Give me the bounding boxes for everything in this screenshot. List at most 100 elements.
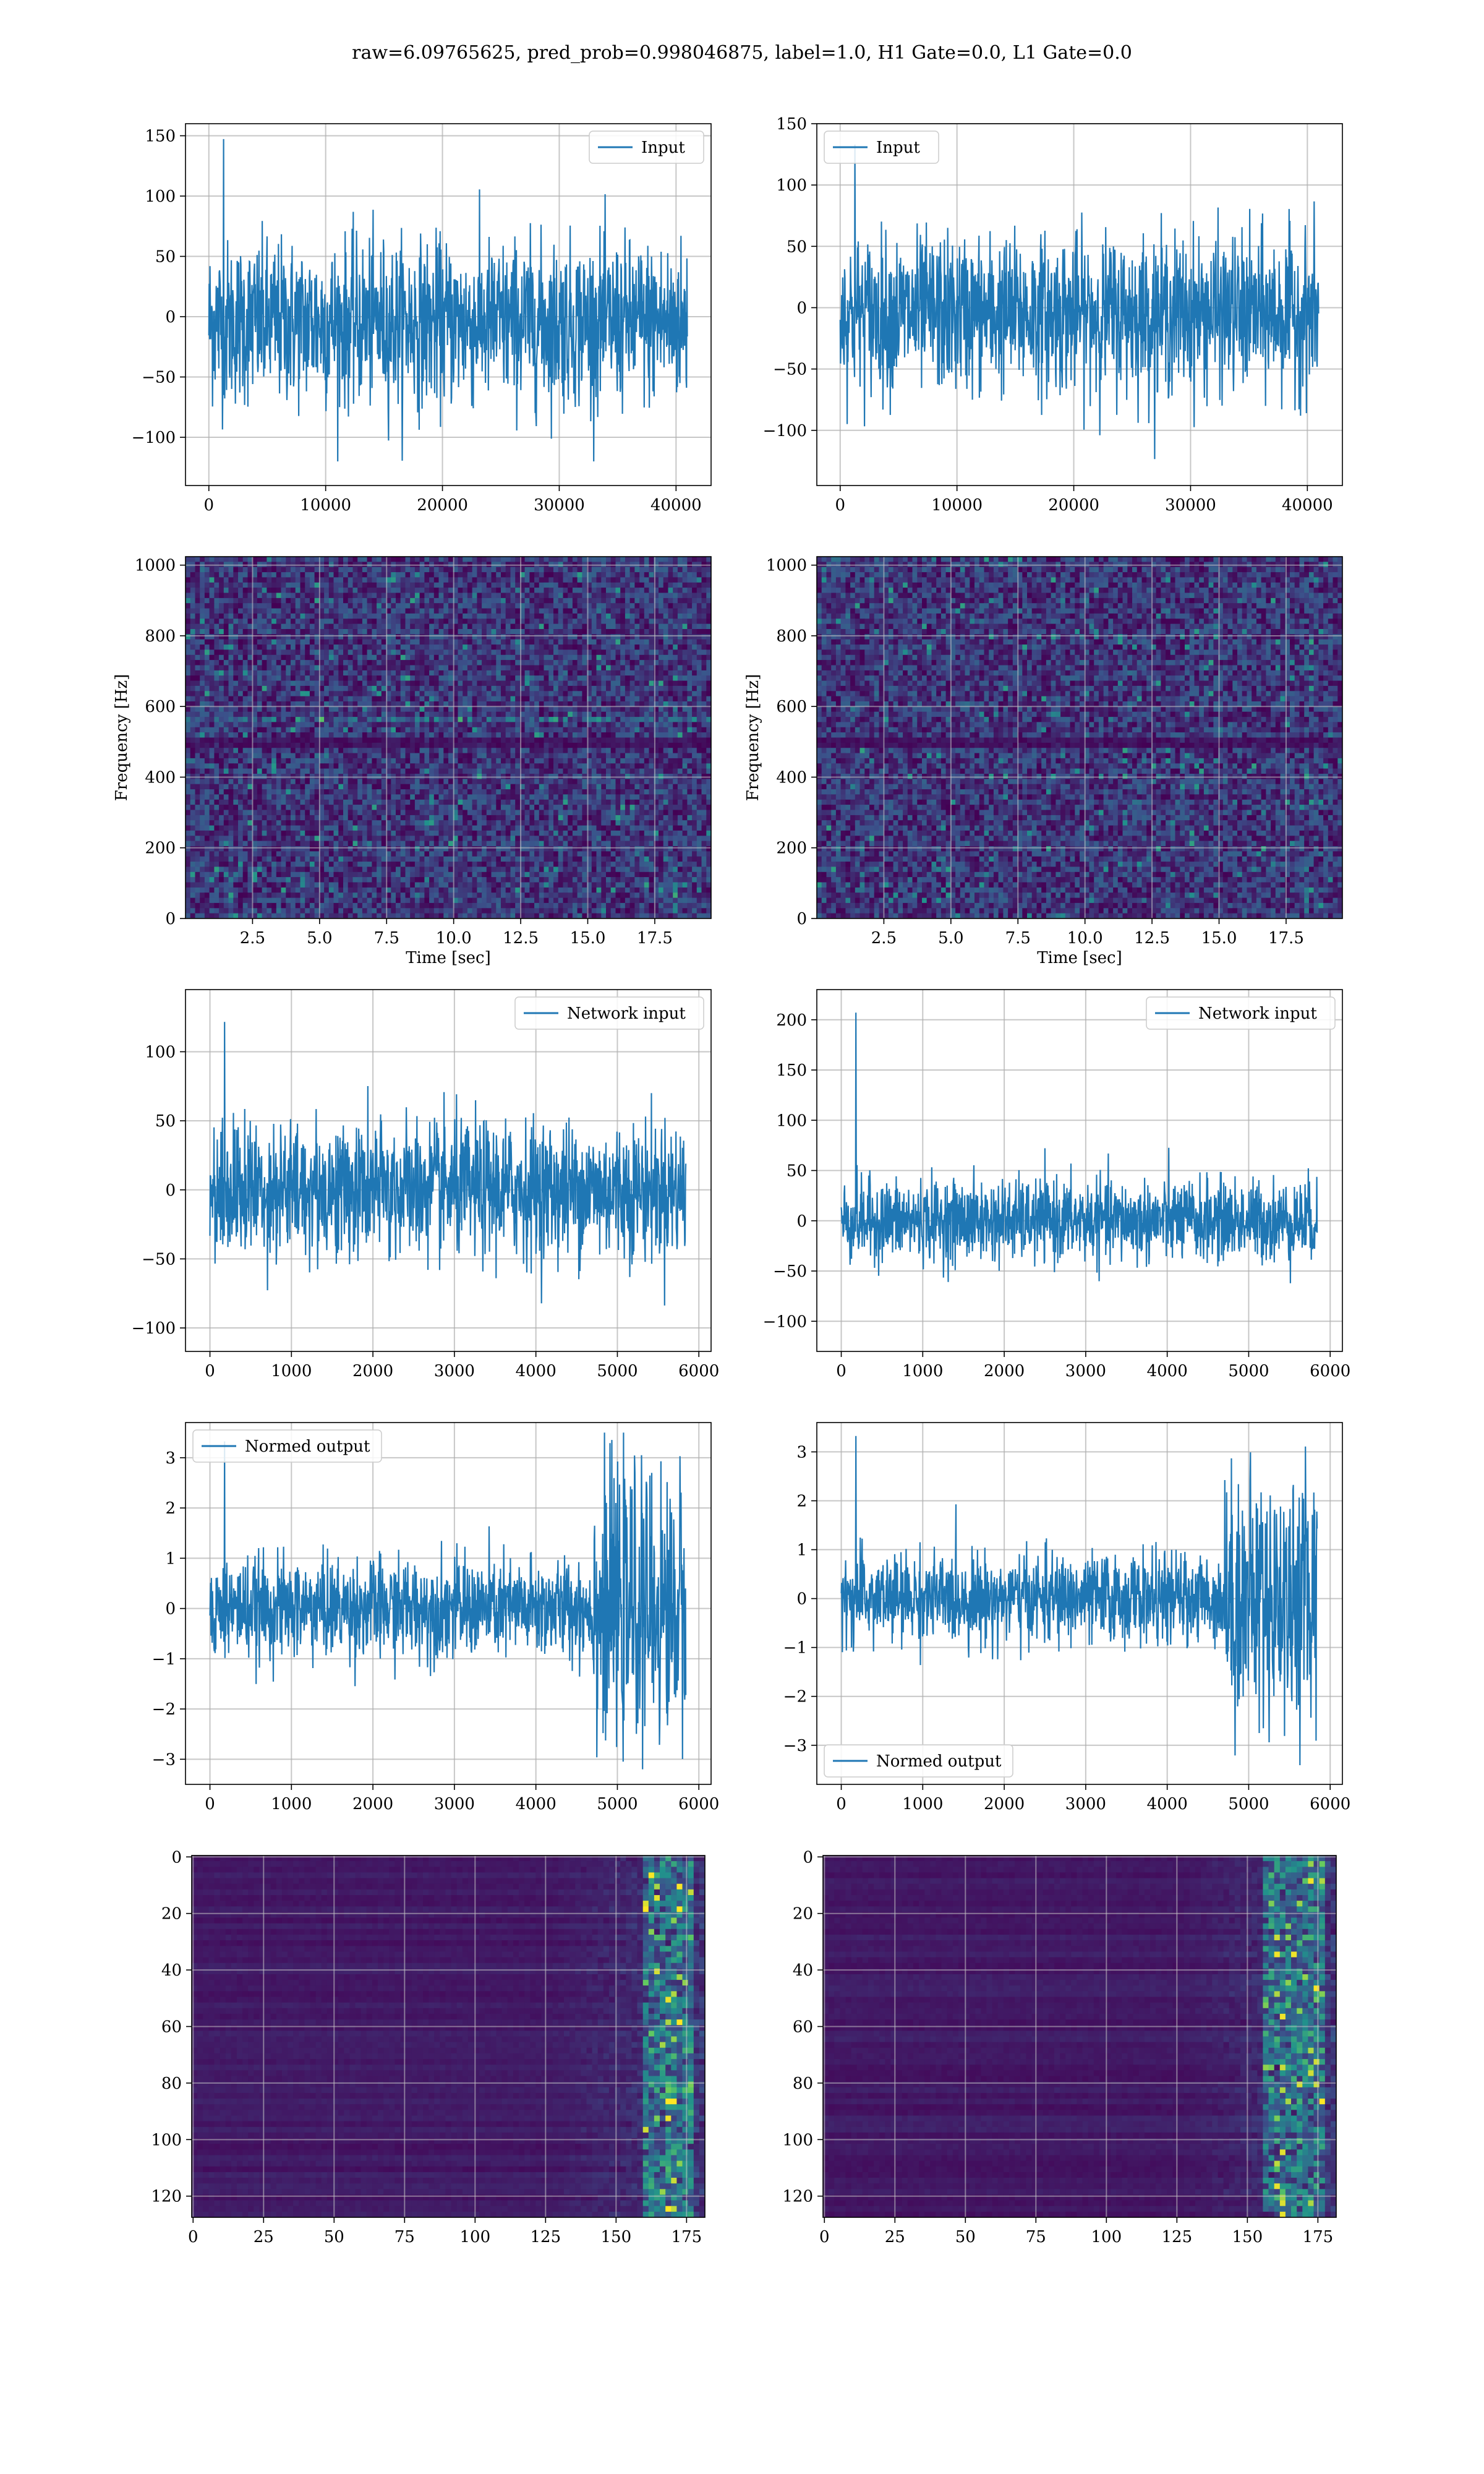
heatmap-cell — [242, 603, 248, 609]
heatmap-cell — [295, 722, 301, 728]
heatmap-cell — [333, 593, 339, 599]
heatmap-cell — [300, 654, 305, 661]
heatmap-cell — [706, 660, 711, 666]
heatmap-cell — [338, 685, 344, 691]
heatmap-cell — [377, 691, 382, 697]
heatmap-cell — [357, 680, 363, 687]
heatmap-cell — [458, 768, 463, 774]
heatmap-cell — [668, 654, 673, 661]
heatmap-cell — [295, 763, 301, 769]
heatmap-cell — [663, 717, 668, 723]
heatmap-cell — [204, 582, 210, 588]
heatmap-cell — [257, 644, 263, 651]
heatmap-cell — [228, 722, 234, 728]
heatmap-cell — [209, 717, 215, 723]
heatmap-cell — [682, 691, 688, 697]
legend: Input — [824, 131, 939, 164]
heatmap-cell — [305, 613, 310, 619]
heatmap-cell — [238, 706, 244, 713]
heatmap-cell — [482, 706, 487, 713]
heatmap-cell — [324, 737, 330, 743]
heatmap-cell — [228, 639, 234, 645]
heatmap-cell — [195, 588, 200, 594]
heatmap-cell — [372, 742, 377, 748]
heatmap-cell — [257, 701, 263, 707]
heatmap-cell — [309, 763, 315, 769]
heatmap-cell — [610, 717, 616, 723]
heatmap-cell — [591, 582, 597, 588]
heatmap-cell — [190, 758, 195, 764]
heatmap-cell — [219, 597, 224, 604]
heatmap-cell — [305, 654, 310, 661]
heatmap-cell — [548, 742, 554, 748]
heatmap-cell — [262, 732, 267, 738]
heatmap-cell — [539, 670, 545, 676]
heatmap-cell — [563, 618, 568, 625]
heatmap-cell — [696, 758, 702, 764]
heatmap-cell — [644, 779, 650, 785]
heatmap-cell — [405, 670, 411, 676]
heatmap-cell — [620, 654, 626, 661]
heatmap-cell — [682, 629, 688, 635]
heatmap-cell — [682, 588, 688, 594]
heatmap-cell — [682, 634, 688, 640]
heatmap-cell — [396, 763, 401, 769]
heatmap-cell — [186, 567, 191, 573]
heatmap-cell — [486, 567, 492, 573]
heatmap-cell — [443, 763, 449, 769]
heatmap-cell — [291, 582, 296, 588]
heatmap-cell — [381, 665, 387, 671]
heatmap-cell — [223, 649, 229, 656]
heatmap-cell — [524, 623, 530, 630]
heatmap-cell — [696, 623, 702, 630]
heatmap-cell — [472, 701, 477, 707]
heatmap-cell — [295, 588, 301, 594]
heatmap-cell — [577, 753, 582, 759]
heatmap-cell — [467, 660, 473, 666]
heatmap-cell — [644, 701, 650, 707]
heatmap-cell — [601, 634, 607, 640]
heatmap-cell — [348, 577, 353, 583]
heatmap-cell — [419, 623, 425, 630]
heatmap-cell — [524, 608, 530, 614]
heatmap-cell — [634, 732, 640, 738]
heatmap-cell — [238, 732, 244, 738]
heatmap-cell — [486, 634, 492, 640]
heatmap-cell — [333, 784, 339, 790]
heatmap-cell — [309, 737, 315, 743]
heatmap-cell — [625, 654, 631, 661]
heatmap-cell — [200, 603, 205, 609]
heatmap-cell — [501, 675, 506, 682]
heatmap-cell — [568, 779, 573, 785]
heatmap-cell — [706, 742, 711, 748]
heatmap-cell — [558, 768, 563, 774]
heatmap-cell — [682, 737, 688, 743]
heatmap-cell — [300, 608, 305, 614]
heatmap-cell — [673, 613, 678, 619]
heatmap-cell — [419, 654, 425, 661]
heatmap-cell — [438, 588, 444, 594]
heatmap-cell — [238, 680, 244, 687]
heatmap-cell — [529, 649, 535, 656]
heatmap-cell — [357, 629, 363, 635]
heatmap-cell — [386, 779, 391, 785]
heatmap-cell — [620, 613, 626, 619]
heatmap-cell — [606, 722, 612, 728]
heatmap-cell — [682, 613, 688, 619]
heatmap-cell — [386, 654, 391, 661]
heatmap-cell — [391, 613, 396, 619]
heatmap-cell — [486, 644, 492, 651]
heatmap-cell — [190, 654, 195, 661]
heatmap-cell — [634, 748, 640, 754]
heatmap-cell — [629, 742, 635, 748]
heatmap-cell — [381, 691, 387, 697]
heatmap-cell — [687, 779, 693, 785]
heatmap-cell — [482, 701, 487, 707]
heatmap-cell — [448, 748, 454, 754]
heatmap-cell — [305, 649, 310, 656]
heatmap-cell — [200, 685, 205, 691]
heatmap-cell — [362, 717, 368, 723]
heatmap-cell — [305, 706, 310, 713]
heatmap-cell — [443, 706, 449, 713]
heatmap-cell — [482, 691, 487, 697]
